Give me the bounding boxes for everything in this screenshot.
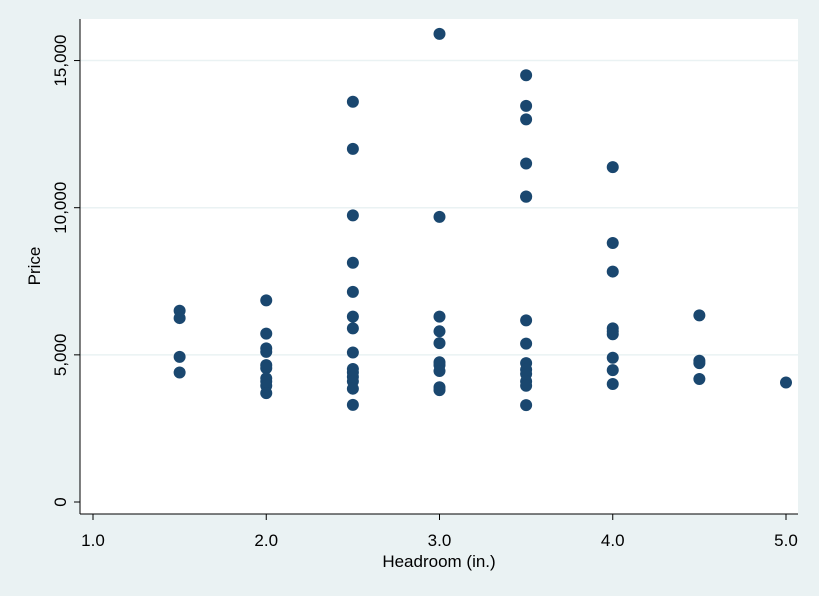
data-points <box>173 27 792 412</box>
axes: 0 5,000 10,000 15,000 1.0 2.0 3.0 4.0 5.0 <box>51 19 798 550</box>
data-point <box>260 294 273 307</box>
data-point <box>260 362 273 375</box>
data-point <box>520 99 533 112</box>
x-axis-title: Headroom (in.) <box>382 552 495 571</box>
data-point <box>606 377 619 390</box>
data-point <box>346 142 359 155</box>
x-tick-label: 1.0 <box>81 531 105 550</box>
y-tick-label: 5,000 <box>51 334 70 377</box>
data-point <box>520 157 533 170</box>
data-point <box>346 95 359 108</box>
data-point <box>346 256 359 269</box>
y-axis-title: Price <box>25 247 44 286</box>
data-point <box>433 27 446 40</box>
data-point <box>260 345 273 358</box>
data-point <box>780 376 792 389</box>
data-point <box>346 285 359 298</box>
data-point <box>346 310 359 323</box>
data-point <box>606 328 619 341</box>
data-point <box>606 265 619 278</box>
data-point <box>433 337 446 350</box>
data-point <box>606 237 619 250</box>
data-point <box>606 351 619 364</box>
data-point <box>433 365 446 378</box>
data-point <box>520 337 533 350</box>
data-point <box>433 325 446 338</box>
data-point <box>520 314 533 327</box>
x-tick-label: 3.0 <box>428 531 452 550</box>
data-point <box>693 372 706 385</box>
data-point <box>260 387 273 400</box>
y-tick-label: 10,000 <box>51 182 70 234</box>
x-tick-label: 5.0 <box>774 531 798 550</box>
y-tick-label: 0 <box>51 497 70 506</box>
data-point <box>260 327 273 340</box>
plot-area <box>80 19 798 514</box>
y-tick-label: 15,000 <box>51 35 70 87</box>
data-point <box>693 357 706 370</box>
data-point <box>693 309 706 322</box>
data-point <box>346 209 359 222</box>
data-point <box>520 113 533 126</box>
data-point <box>173 366 186 379</box>
data-point <box>173 312 186 325</box>
data-point <box>520 399 533 412</box>
x-tick-label: 2.0 <box>254 531 278 550</box>
data-point <box>433 210 446 223</box>
data-point <box>433 384 446 397</box>
data-point <box>606 161 619 174</box>
data-point <box>606 364 619 377</box>
data-point <box>520 379 533 392</box>
x-tick-label: 4.0 <box>601 531 625 550</box>
data-point <box>346 322 359 335</box>
data-point <box>173 350 186 363</box>
data-point <box>346 382 359 395</box>
data-point <box>433 310 446 323</box>
grid-lines <box>80 59 798 356</box>
data-point <box>346 398 359 411</box>
data-point <box>520 190 533 203</box>
data-point <box>346 346 359 359</box>
data-point <box>520 69 533 82</box>
